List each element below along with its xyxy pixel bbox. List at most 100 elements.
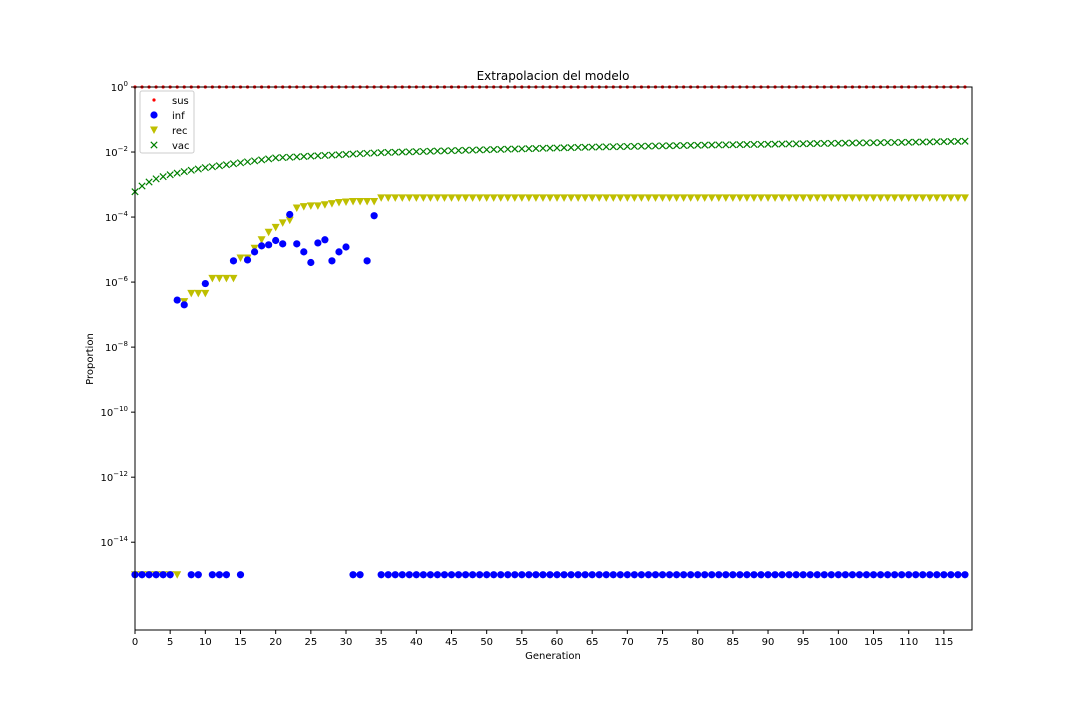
rec-point [904,194,913,202]
vac-point [377,148,385,157]
inf-point [546,571,554,579]
vac-point [454,146,463,155]
inf-point [651,571,660,579]
rec-point [503,194,512,202]
rec-point [545,194,554,202]
x-tick-label: 5 [167,637,173,648]
rec-point [721,194,730,202]
rec-point [778,194,787,202]
vac-point [187,166,195,174]
rec-point [911,194,920,202]
vac-point [504,145,512,153]
vac-point [525,145,533,153]
vac-point [687,141,695,149]
rec-point [454,194,463,202]
x-tick-label: 50 [480,637,493,648]
chart-title: Extrapolacion del modelo [477,69,630,83]
vac-point [757,140,765,148]
rec-point [574,194,583,202]
vac-point [919,138,927,146]
inf-point [215,571,224,579]
vac-point [419,147,428,156]
vac-point [279,153,287,162]
inf-point [173,296,181,304]
rec-point [602,194,611,202]
vac-point [222,161,231,169]
vac-point [876,139,885,147]
inf-point [708,571,716,579]
inf-point [855,571,864,579]
vac-point [300,152,308,161]
y-tick-label: 10−6 [105,275,129,289]
inf-point [370,212,378,220]
vac-point [679,141,688,150]
rec-point [489,194,498,202]
inf-point [159,571,167,579]
rec-point [665,194,674,202]
rec-point [524,194,533,202]
vac-point [250,157,259,165]
inf-point [905,571,913,579]
vac-point [208,163,216,171]
rec-point [925,194,934,202]
y-tick-label: 10−10 [100,405,128,419]
vac-point [954,137,962,145]
rec-point [595,194,604,202]
vac-point [560,144,568,152]
inf-point [898,571,906,579]
vac-point [497,145,505,153]
inf-point [328,257,336,265]
vac-point [961,137,969,145]
x-tick-label: 90 [762,637,775,648]
rec-point [271,223,280,232]
inf-point [764,571,772,579]
inf-point [806,571,814,579]
rec-point [644,194,653,202]
inf-point [476,571,484,579]
rec-point [806,194,815,202]
inf-point [574,571,582,579]
rec-point [194,289,203,298]
inf-point [883,571,892,579]
rec-point [201,289,210,298]
vac-point [335,151,343,159]
vac-point [883,138,892,147]
vac-point [764,140,772,148]
inf-point [757,571,765,579]
vac-point [905,138,913,146]
x-tick-label: 80 [691,637,704,648]
vac-point [476,146,484,154]
vac-point [342,150,350,158]
rec-point [679,194,688,202]
y-tick-label: 10−2 [105,145,128,159]
series-vac [131,137,969,196]
vac-point [869,139,878,147]
inf-point [940,571,948,579]
rec-point [616,194,625,202]
rec-point [960,194,969,202]
rec-point [461,194,470,202]
inf-point [201,279,209,288]
x-axis: 0 5 10 15 20 25 30 35 40 45 50 55 60 65 70 75 80 85 90 95 10… [132,630,953,648]
y-tick-label: 10−8 [105,340,128,354]
y-axis: 100 10−2 10−4 10−6 10−8 10−10 10−12 10−14 [100,80,135,549]
rec-point [313,202,322,210]
inf-point [736,571,744,579]
inf-point [799,571,807,579]
vac-point [215,162,224,170]
inf-point [321,236,329,244]
inf-point [722,571,730,579]
inf-point [433,571,442,579]
x-tick-label: 95 [797,637,810,648]
inf-point [342,243,350,251]
vac-point [736,140,744,149]
x-tick-label: 60 [551,637,564,648]
vac-point [180,167,188,176]
inf-point [405,571,413,579]
inf-point [412,571,420,579]
inf-point [785,571,793,579]
rec-point [391,194,400,202]
vac-point [933,138,941,146]
inf-point [961,571,969,579]
rec-point [173,571,182,579]
